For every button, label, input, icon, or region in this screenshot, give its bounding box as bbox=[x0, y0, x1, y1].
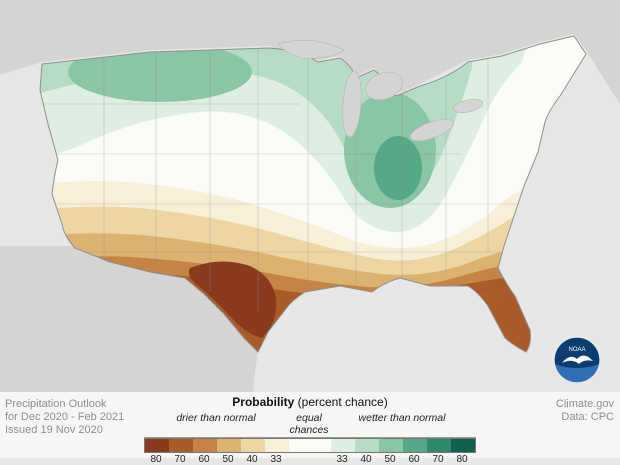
noaa-logo-lower-half bbox=[554, 364, 600, 384]
noaa-seagull-icon bbox=[562, 355, 593, 364]
wetter-50-montana-blob bbox=[68, 42, 252, 102]
great-lakes bbox=[277, 39, 484, 142]
wetter-label: wetter than normal bbox=[358, 412, 446, 424]
caption-strip: Precipitation Outlook for Dec 2020 - Feb… bbox=[0, 392, 620, 465]
drier-value-70: 70 bbox=[174, 454, 186, 465]
equal-chances-gap bbox=[288, 454, 330, 465]
wetter-value-70: 70 bbox=[432, 454, 444, 465]
wetter-swatch-50 bbox=[379, 439, 403, 452]
caption-line-2: for Dec 2020 - Feb 2021 bbox=[5, 411, 125, 423]
probability-legend: Probability (percent chance) drier than … bbox=[144, 395, 476, 465]
drier-value-50: 50 bbox=[222, 454, 234, 465]
drier-label: drier than normal bbox=[176, 412, 256, 424]
equal-chances-swatch bbox=[289, 439, 331, 452]
lake-michigan bbox=[342, 70, 362, 138]
outlook-caption: Precipitation Outlook for Dec 2020 - Feb… bbox=[5, 398, 124, 437]
legend-numbers: 80 70 60 50 40 33 33 40 50 60 70 80 bbox=[144, 454, 476, 465]
lake-erie bbox=[409, 118, 455, 142]
wetter-swatch-80 bbox=[451, 439, 475, 452]
drier-swatch-80 bbox=[145, 439, 169, 452]
credit-line-1: Climate.gov bbox=[555, 398, 614, 410]
drier-swatch-50 bbox=[217, 439, 241, 452]
wetter-value-60: 60 bbox=[408, 454, 420, 465]
drier-swatch-60 bbox=[193, 439, 217, 452]
drier-swatch-33 bbox=[265, 439, 289, 452]
wetter-value-40: 40 bbox=[360, 454, 372, 465]
mexico-landmass bbox=[0, 246, 258, 392]
credit-line-2: Data: CPC bbox=[561, 411, 614, 423]
drier-value-33: 33 bbox=[270, 454, 282, 465]
caption-line-3: Issued 19 Nov 2020 bbox=[5, 424, 103, 436]
legend-title-bold: Probability bbox=[232, 395, 295, 409]
wetter-swatch-60 bbox=[403, 439, 427, 452]
wetter-value-33: 33 bbox=[336, 454, 348, 465]
wetter-value-80: 80 bbox=[456, 454, 468, 465]
drier-value-40: 40 bbox=[246, 454, 258, 465]
noaa-logo-ring bbox=[553, 336, 601, 384]
drier-value-60: 60 bbox=[198, 454, 210, 465]
lake-superior bbox=[277, 39, 345, 59]
wetter-swatch-40 bbox=[355, 439, 379, 452]
legend-colorbar bbox=[144, 438, 476, 453]
credit: Climate.gov Data: CPC bbox=[556, 398, 614, 424]
wetter-swatch-70 bbox=[427, 439, 451, 452]
noaa-logo-text: NOAA bbox=[568, 347, 585, 353]
legend-category-labels: drier than normal equal chances wetter t… bbox=[144, 412, 476, 438]
drier-80-core bbox=[188, 261, 277, 338]
drier-swatch-70 bbox=[169, 439, 193, 452]
us-precipitation-outlook-map: NOAA bbox=[0, 0, 620, 392]
legend-title: Probability (percent chance) bbox=[144, 395, 476, 409]
drier-value-80: 80 bbox=[150, 454, 162, 465]
legend-title-units: (percent chance) bbox=[297, 395, 388, 409]
lake-huron bbox=[365, 71, 403, 101]
state-borders bbox=[42, 46, 520, 312]
wetter-swatch-33 bbox=[331, 439, 355, 452]
drier-swatch-40 bbox=[241, 439, 265, 452]
equal-chances-label: equal chances bbox=[289, 412, 329, 436]
noaa-logo: NOAA bbox=[553, 336, 601, 384]
wetter-value-50: 50 bbox=[384, 454, 396, 465]
wetter-60-ohio-core bbox=[374, 136, 422, 200]
caption-line-1: Precipitation Outlook bbox=[5, 398, 107, 410]
lake-ontario bbox=[452, 99, 484, 113]
